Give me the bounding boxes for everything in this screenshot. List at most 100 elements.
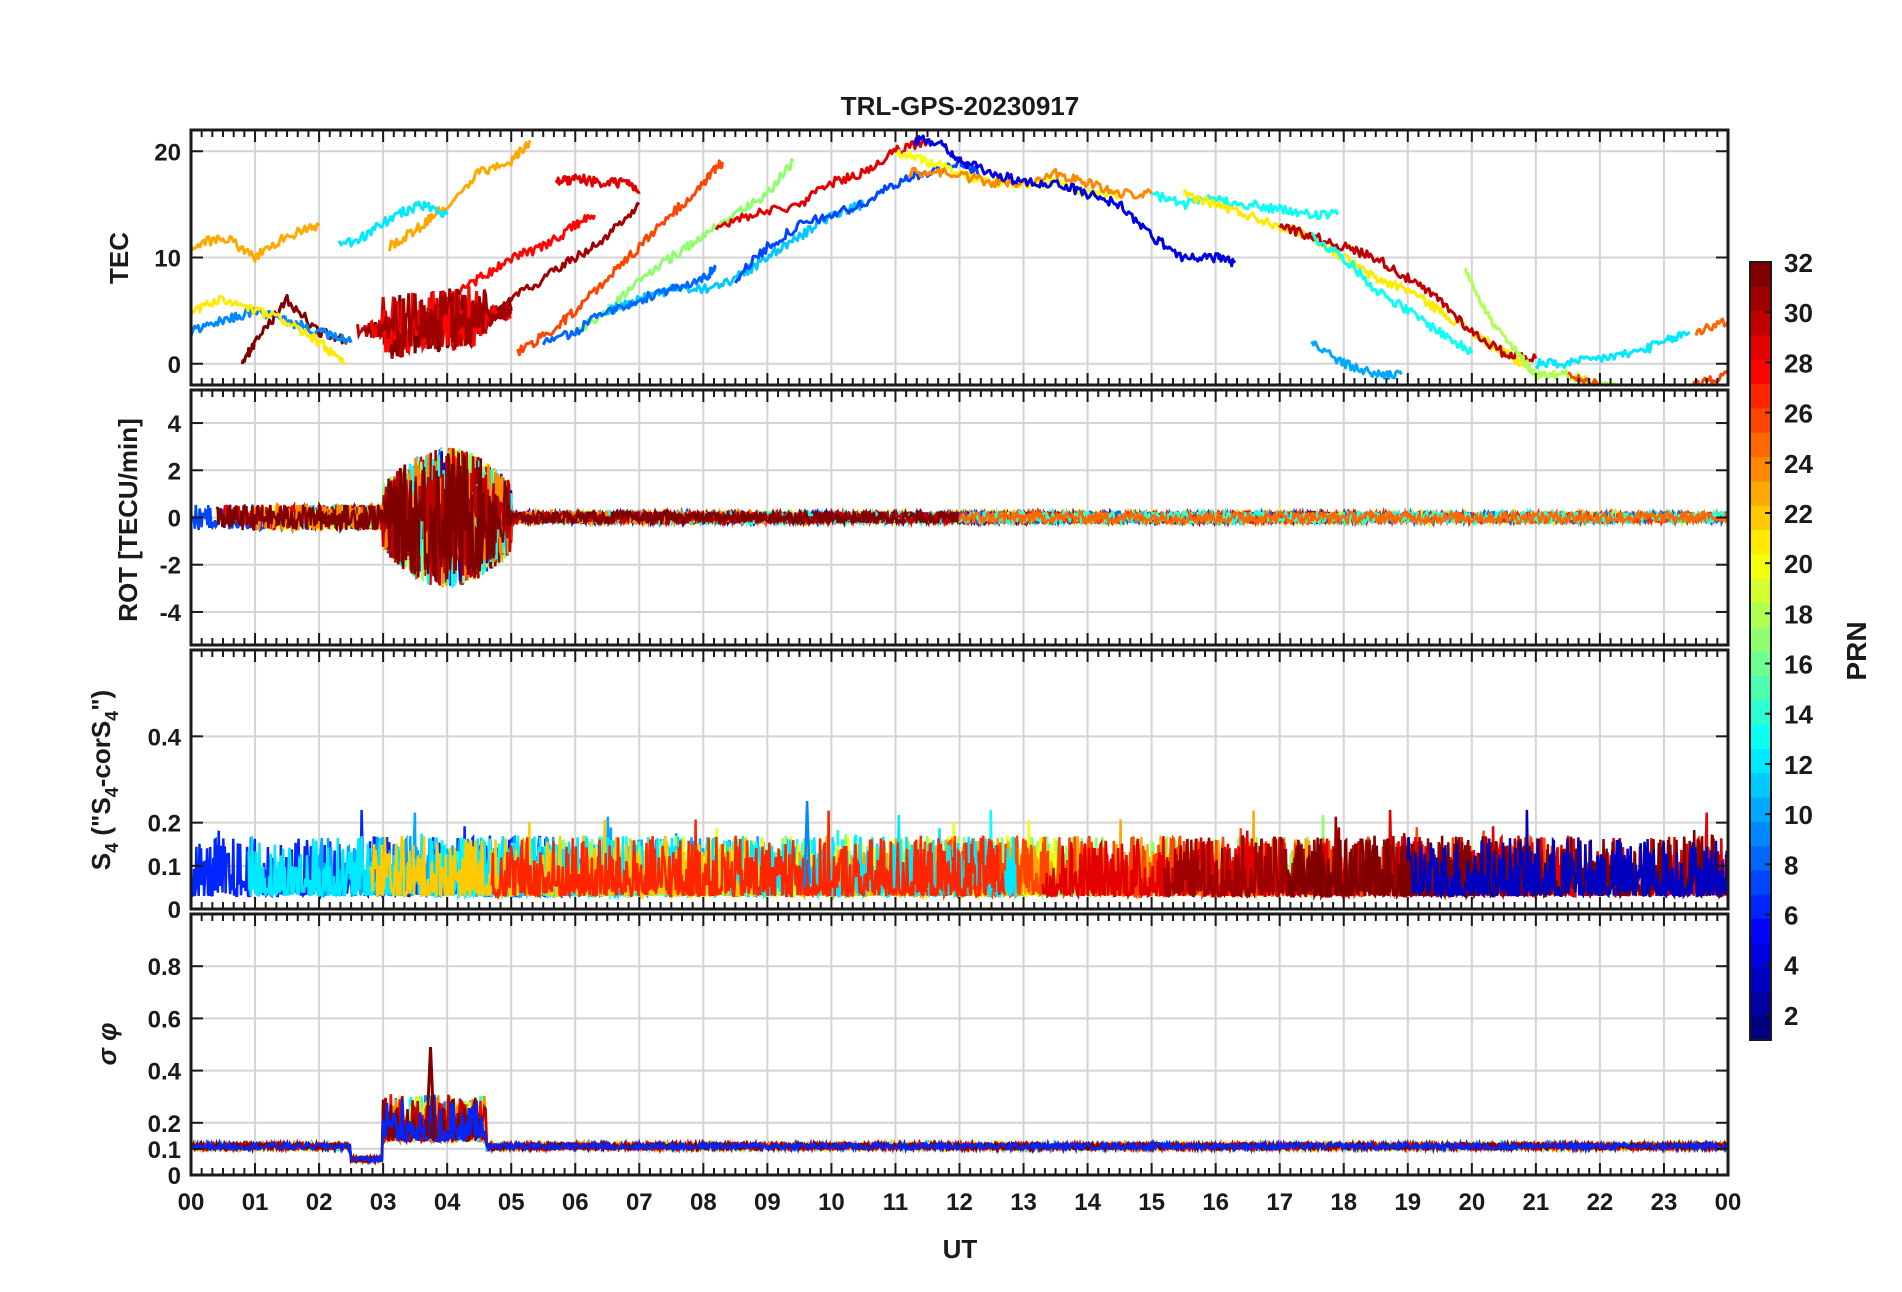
colorbar-segment bbox=[1750, 505, 1771, 531]
x-tick-label: 12 bbox=[946, 1189, 973, 1216]
colorbar-segment bbox=[1750, 869, 1771, 895]
sig-ytick-label: 0.1 bbox=[148, 1137, 181, 1164]
colorbar-segment bbox=[1750, 991, 1771, 1017]
tec-axes-frame bbox=[189, 128, 1730, 387]
colorbar-segment bbox=[1750, 334, 1771, 360]
x-tick-label: 18 bbox=[1330, 1189, 1357, 1216]
x-tick-label: 09 bbox=[754, 1189, 781, 1216]
colorbar-segment bbox=[1750, 651, 1771, 676]
sig-ytick-label: 0.6 bbox=[148, 1006, 181, 1033]
colorbar-segment bbox=[1750, 845, 1771, 871]
panel-s4: 00.10.20.4 S4 ("S4-corS4") bbox=[86, 648, 1730, 924]
x-tick-label: 06 bbox=[562, 1189, 589, 1216]
x-tick-label: 15 bbox=[1138, 1189, 1165, 1216]
sig-ytick-label: 0 bbox=[168, 1163, 181, 1190]
x-tick-label: 00 bbox=[1715, 1189, 1742, 1216]
x-axis-label: UT bbox=[943, 1234, 978, 1264]
tec-series-line bbox=[516, 159, 724, 357]
chart-title: TRL-GPS-20230917 bbox=[841, 91, 1079, 121]
colorbar-label: PRN bbox=[1841, 621, 1872, 680]
s4-ytick-label: 0 bbox=[168, 897, 181, 924]
s4-ytick-label: 0.4 bbox=[148, 724, 182, 751]
x-axis: 00 01 02 03 04 05 06 07 08 09 10 11 12 13 14 15 16 17 18 19… bbox=[178, 1189, 1742, 1216]
tec-ylabel: TEC bbox=[104, 232, 134, 284]
x-tick-label: 04 bbox=[434, 1189, 461, 1216]
colorbar-segment bbox=[1750, 699, 1771, 725]
tec-series-line bbox=[337, 200, 449, 248]
x-tick-label: 02 bbox=[306, 1189, 333, 1216]
rot-ytick-label: -4 bbox=[160, 600, 182, 627]
colorbar-segment bbox=[1750, 796, 1771, 822]
colorbar-segment bbox=[1750, 553, 1771, 579]
s4-series-line bbox=[490, 810, 1006, 901]
sigma-series-line bbox=[191, 1094, 1728, 1166]
tec-series-line bbox=[1694, 317, 1728, 336]
x-tick-label: 01 bbox=[242, 1189, 269, 1216]
sigma-peak-spike bbox=[425, 1047, 436, 1139]
colorbar-segment bbox=[1750, 407, 1771, 433]
tec-series-line bbox=[1567, 370, 1728, 385]
tec-series-line bbox=[1310, 340, 1403, 380]
s4-ylabel-end: ") bbox=[86, 690, 116, 711]
colorbar-tick-label: 18 bbox=[1784, 599, 1813, 629]
x-tick-label: 08 bbox=[690, 1189, 717, 1216]
colorbar-tick-label: 20 bbox=[1784, 549, 1813, 579]
x-tick-label: 20 bbox=[1458, 1189, 1485, 1216]
rot-ytick-label: 0 bbox=[168, 506, 181, 533]
rot-ylabel: ROT [TECU/min] bbox=[113, 418, 143, 622]
x-tick-label: 16 bbox=[1202, 1189, 1229, 1216]
tec-ytick-label: 10 bbox=[154, 246, 181, 273]
rot-series-line bbox=[958, 507, 1728, 528]
colorbar-segment bbox=[1750, 894, 1771, 920]
colorbar-segment bbox=[1750, 456, 1771, 482]
sig-ytick-label: 0.4 bbox=[148, 1059, 182, 1086]
colorbar-segment bbox=[1750, 578, 1771, 603]
colorbar-tick-label: 16 bbox=[1784, 650, 1813, 680]
colorbar-segment bbox=[1750, 1015, 1771, 1041]
tec-ticks bbox=[190, 130, 1729, 385]
x-tick-label: 11 bbox=[883, 1189, 908, 1216]
colorbar-tick-label: 2 bbox=[1784, 1001, 1798, 1031]
colorbar-frame bbox=[1749, 261, 1772, 1041]
sigma-axes-frame bbox=[189, 912, 1730, 1177]
colorbar-tick-label: 24 bbox=[1784, 449, 1813, 479]
colorbar-segment bbox=[1750, 383, 1771, 409]
tec-series-line bbox=[1534, 330, 1691, 370]
rot-ytick-label: -2 bbox=[160, 553, 181, 580]
colorbar-tick-label: 14 bbox=[1784, 700, 1813, 730]
colorbar-segment bbox=[1750, 310, 1771, 336]
s4-series-line bbox=[1406, 809, 1728, 900]
colorbar-tick-label: 22 bbox=[1784, 499, 1813, 529]
panel-sigma-phi: 00.10.2 0.4 0.6 0.8 σ φ bbox=[92, 912, 1730, 1190]
tec-series-line bbox=[191, 222, 321, 263]
tec-series-line bbox=[191, 295, 346, 365]
colorbar-segment bbox=[1750, 626, 1771, 652]
x-tick-label: 22 bbox=[1587, 1189, 1614, 1216]
tec-series-line bbox=[375, 288, 513, 358]
colorbar-segment bbox=[1750, 918, 1771, 944]
colorbar-segment bbox=[1750, 942, 1771, 968]
colorbar-segment bbox=[1750, 529, 1771, 555]
colorbar-tick-label: 12 bbox=[1784, 750, 1813, 780]
colorbar-tick-label: 30 bbox=[1784, 298, 1813, 328]
tec-series-line bbox=[1463, 267, 1632, 385]
tec-series-line bbox=[908, 166, 1153, 200]
x-tick-label: 05 bbox=[498, 1189, 525, 1216]
tec-series-line bbox=[913, 134, 1237, 268]
tec-series-line bbox=[895, 149, 1121, 200]
tec-ytick-label: 20 bbox=[154, 139, 181, 166]
colorbar-segment bbox=[1750, 967, 1771, 992]
colorbar-segment bbox=[1750, 748, 1771, 774]
colorbar-tick-label: 32 bbox=[1784, 248, 1813, 278]
panel-rot: -4 -2 0 2 4 ROT [TECU/min] bbox=[113, 388, 1730, 647]
x-tick-label: 19 bbox=[1394, 1189, 1421, 1216]
tec-series-line bbox=[554, 173, 641, 195]
colorbar-segment bbox=[1750, 675, 1771, 701]
colorbar-segment bbox=[1750, 262, 1771, 287]
x-tick-label: 03 bbox=[370, 1189, 397, 1216]
tec-series-line bbox=[413, 213, 596, 336]
x-tick-label: 13 bbox=[1010, 1189, 1037, 1216]
colorbar-tick-label: 26 bbox=[1784, 399, 1813, 429]
colorbar-tick-label: 6 bbox=[1784, 901, 1798, 931]
tec-traces bbox=[191, 134, 1728, 385]
